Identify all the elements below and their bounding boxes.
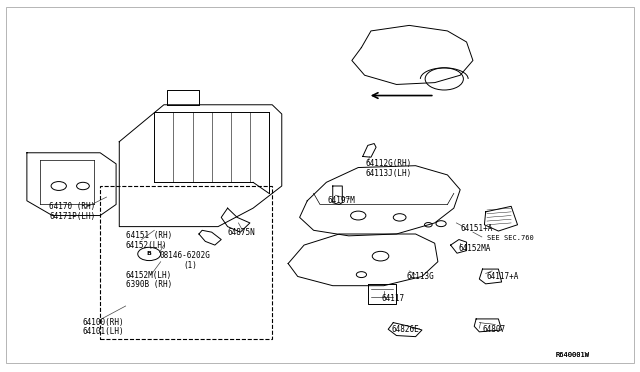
Text: 64170 (RH): 64170 (RH) [49, 202, 95, 211]
Text: 64152M(LH): 64152M(LH) [125, 271, 172, 280]
Text: 64117+A: 64117+A [487, 272, 519, 281]
Text: 64807: 64807 [483, 326, 506, 334]
Text: R640001W: R640001W [556, 352, 590, 358]
Text: B: B [147, 251, 152, 256]
Text: 64101(LH): 64101(LH) [83, 327, 125, 336]
Text: 64112G(RH): 64112G(RH) [366, 159, 412, 169]
Text: 64197M: 64197M [328, 196, 355, 205]
Text: R640001W: R640001W [556, 352, 590, 358]
Text: 64826E: 64826E [392, 326, 419, 334]
Text: 08146-6202G: 08146-6202G [159, 251, 211, 260]
Text: 64113G: 64113G [406, 272, 434, 281]
Bar [100, 186, 272, 339]
Text: 64100(RH): 64100(RH) [83, 318, 125, 327]
Text: 6390B (RH): 6390B (RH) [125, 280, 172, 289]
Text: 64151 (RH): 64151 (RH) [125, 231, 172, 240]
Text: 64875N: 64875N [228, 228, 255, 237]
Text: 64152(LH): 64152(LH) [125, 241, 167, 250]
Text: SEE SEC.760: SEE SEC.760 [487, 235, 534, 241]
Text: 64151+A: 64151+A [460, 224, 493, 233]
Text: 64152MA: 64152MA [459, 244, 492, 253]
Text: 64171P(LH): 64171P(LH) [49, 212, 95, 221]
Text: (1): (1) [183, 261, 197, 270]
Text: 64117: 64117 [382, 294, 405, 303]
Text: 64113J(LH): 64113J(LH) [366, 169, 412, 178]
